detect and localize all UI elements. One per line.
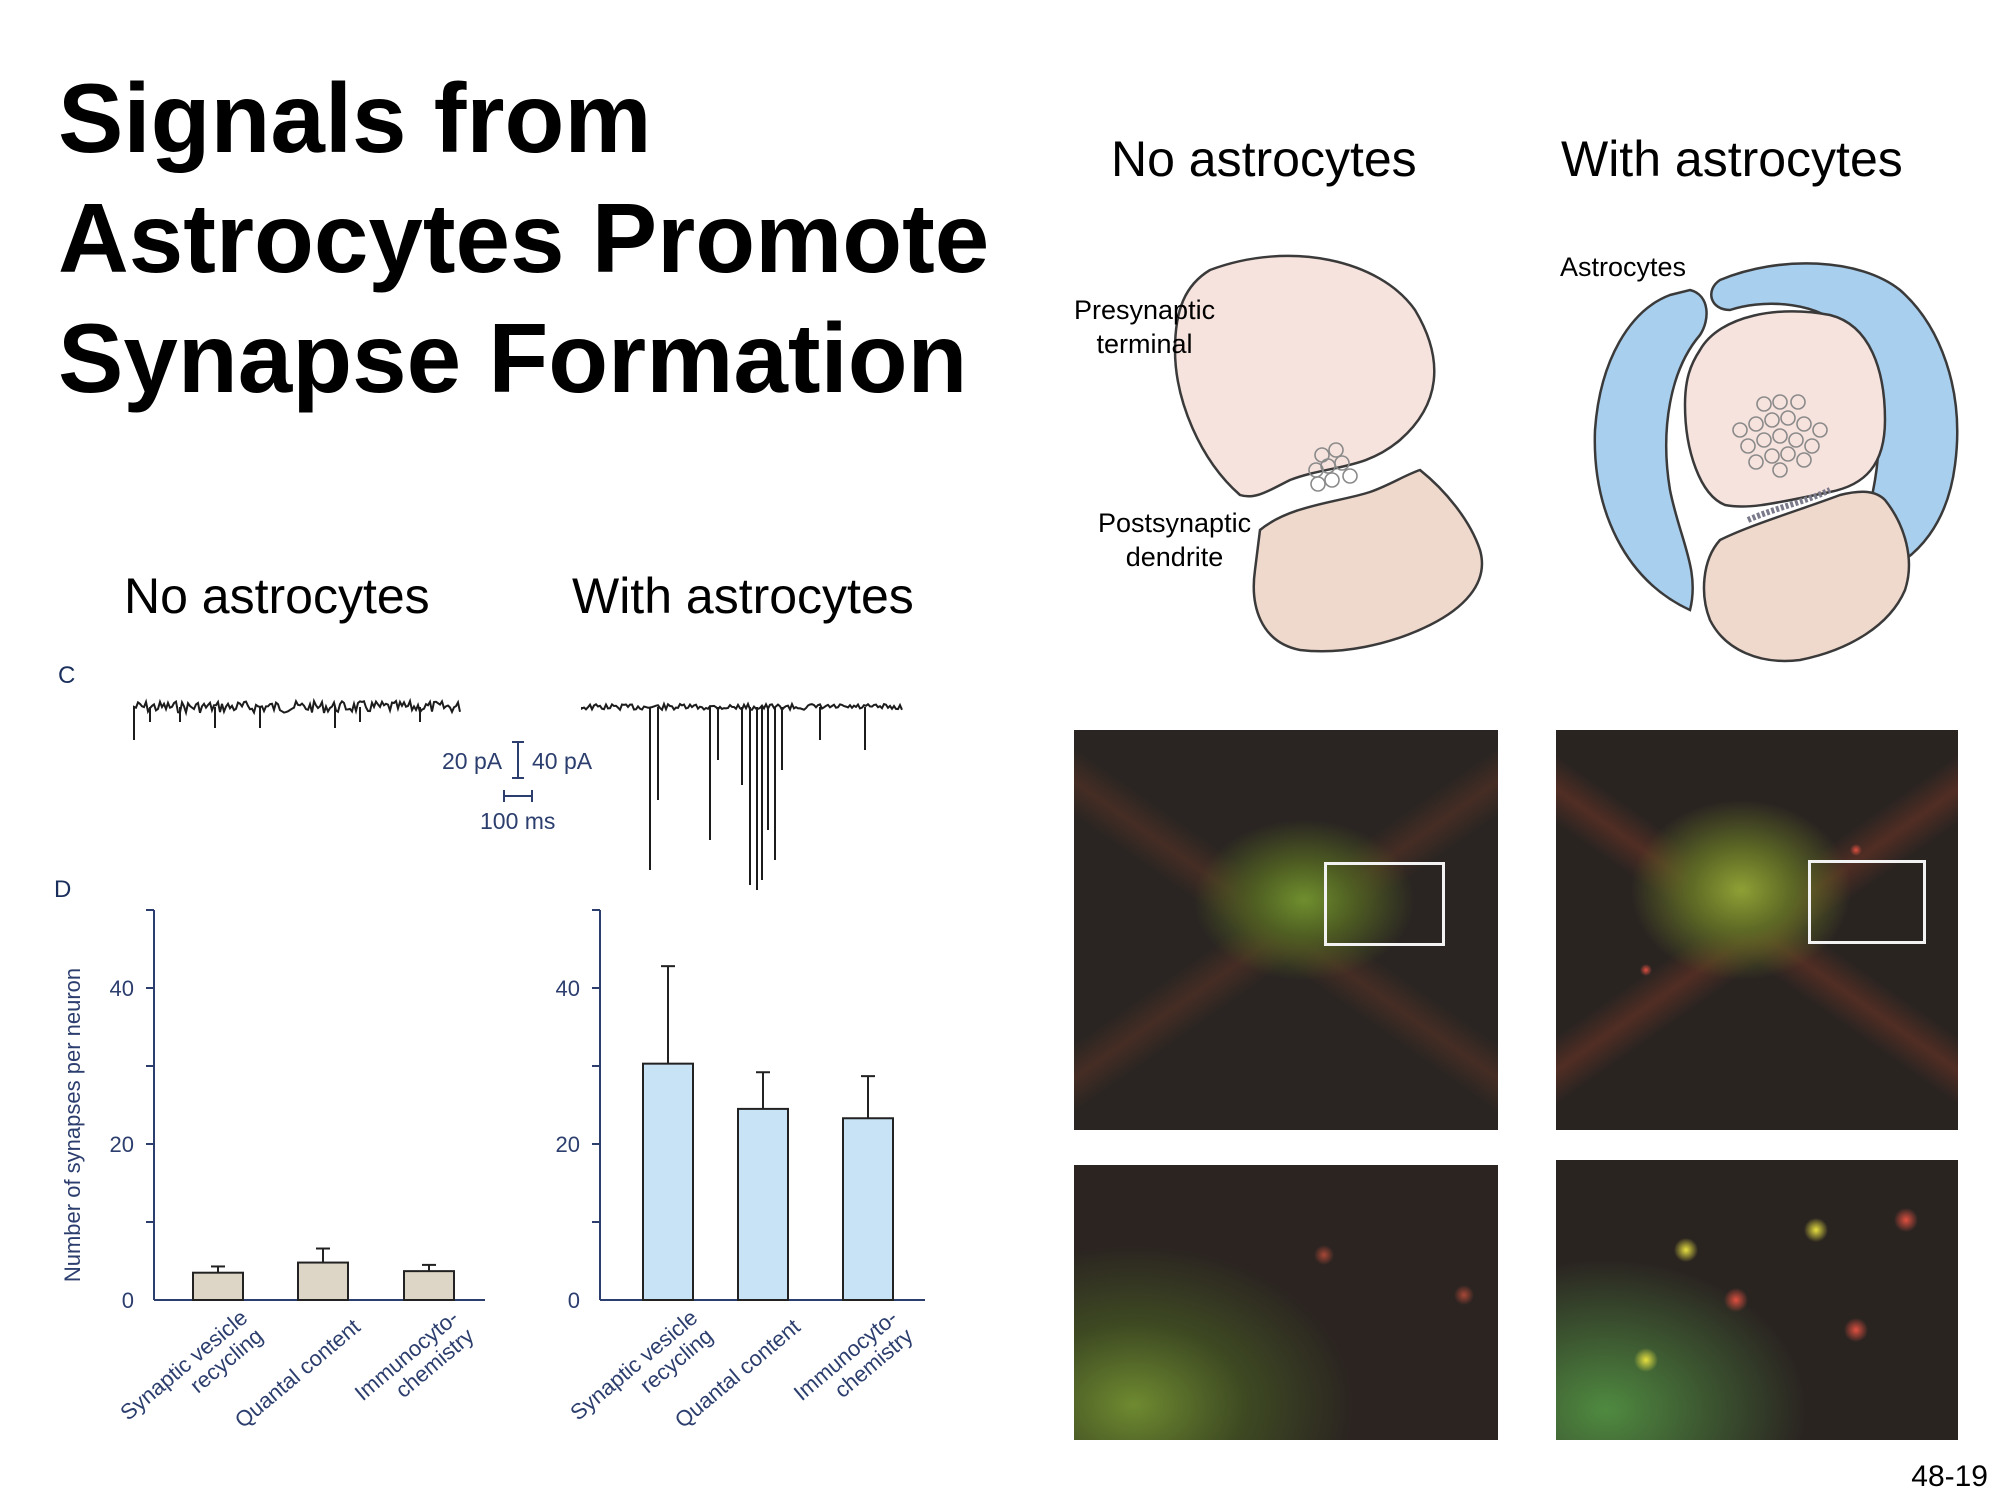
postsynaptic-label: Postsynaptic dendrite (1098, 506, 1251, 574)
schematic-header-no-astrocytes: No astrocytes (1111, 131, 1417, 187)
micrograph-zoom-with-astrocytes (1556, 1160, 1958, 1440)
presynaptic-label-line-1: Presynaptic (1074, 295, 1216, 325)
presynaptic-label: Presynaptic terminal (1074, 293, 1215, 361)
recording-header-no-astrocytes: No astrocytes (124, 568, 430, 624)
vesicles-right (1732, 394, 1828, 478)
slide-number: 48-19 (1911, 1460, 1988, 1493)
scale-label-40pa: 40 pA (532, 748, 593, 774)
y-axis-label: Number of synapses per neuron (60, 968, 85, 1282)
presynaptic-terminal-right (1683, 310, 1887, 508)
micrograph-no-astrocytes (1074, 730, 1498, 1130)
x-tick-label: Immunocyto-chemistry (789, 1305, 918, 1424)
scale-label-20pa: 20 pA (442, 748, 503, 774)
bar (737, 1107, 789, 1301)
bar (297, 1261, 349, 1301)
schematic-header-with-astrocytes: With astrocytes (1561, 131, 1903, 187)
y-tick-label: 20 (110, 1132, 134, 1157)
y-tick-label: 0 (122, 1288, 134, 1313)
postsynaptic-dendrite-right (1702, 490, 1911, 663)
slide-title: Signals from Astrocytes Promote Synapse … (58, 58, 1038, 418)
panel-letter-d: D (54, 876, 72, 903)
bar (192, 1271, 244, 1302)
title-line-2: Astrocytes Promote (58, 183, 990, 293)
trace-no-astrocytes (133, 697, 461, 740)
micrograph-zoom-no-astrocytes (1074, 1165, 1498, 1440)
zoom-box (1324, 862, 1445, 946)
astrocyte-left-arm (1593, 288, 1708, 612)
current-traces (133, 697, 903, 890)
bar (642, 1062, 694, 1301)
postsynaptic-label-line-2: dendrite (1125, 542, 1224, 572)
presynaptic-terminal-left (1173, 254, 1436, 498)
synapse-schematic (1173, 254, 1959, 663)
trace-with-astrocytes (581, 701, 903, 890)
y-tick-label: 0 (568, 1288, 580, 1313)
title-line-3: Synapse Formation (58, 303, 968, 413)
panel-letter-c: C (58, 662, 76, 689)
vesicles-left (1308, 442, 1358, 492)
postsynaptic-dendrite-left (1252, 468, 1484, 653)
bar (403, 1270, 455, 1302)
scale-label-100ms: 100 ms (480, 808, 556, 834)
bar (842, 1117, 894, 1301)
micrograph-with-astrocytes (1556, 730, 1958, 1130)
postsynaptic-label-line-1: Postsynaptic (1098, 508, 1252, 538)
y-tick-label: 40 (110, 976, 134, 1001)
presynaptic-label-line-2: terminal (1096, 329, 1193, 359)
astrocytes-label: Astrocytes (1560, 252, 1687, 282)
x-tick-label: Immunocyto-chemistry (350, 1305, 479, 1424)
y-tick-label: 20 (556, 1132, 580, 1157)
y-tick-label: 40 (556, 976, 580, 1001)
recording-header-with-astrocytes: With astrocytes (572, 568, 914, 624)
zoom-box (1808, 860, 1926, 944)
title-line-1: Signals from (58, 63, 652, 173)
